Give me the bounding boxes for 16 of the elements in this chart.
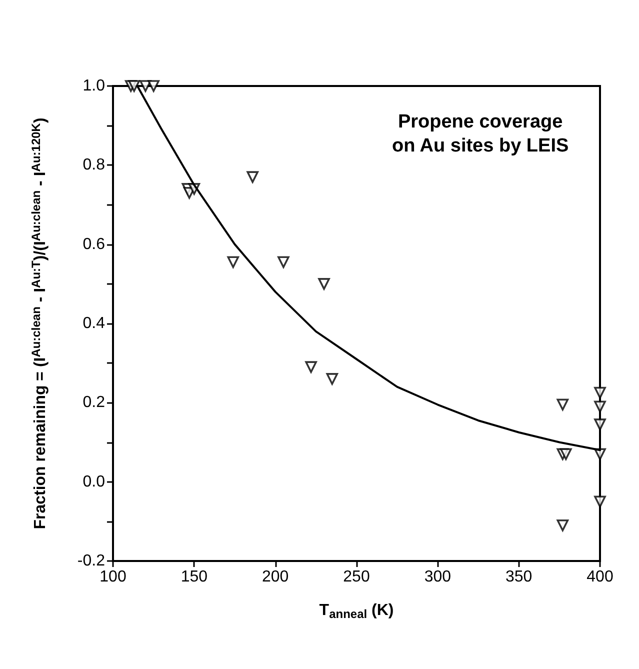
y-tick-label: 0.0 <box>82 473 106 490</box>
text: Fraction remaining = (IAu:clean - IAu:T)/(IAu:clean - IAu:120K) <box>29 118 50 530</box>
x-tick-label: 250 <box>343 568 370 586</box>
x-tick-label: 150 <box>180 568 208 586</box>
y-tick-label: 0.8 <box>82 156 106 174</box>
y-tick-label: -0.2 <box>77 552 106 570</box>
annotation: Propene coverage on Au sites by LEIS <box>392 112 569 156</box>
x-tick-label: 300 <box>424 568 452 586</box>
x-tick-label: 400 <box>586 568 614 586</box>
y-tick-label: 0.4 <box>82 315 106 332</box>
y-tick-label: 1.0 <box>82 78 106 94</box>
y-tick-label: 0.2 <box>82 394 106 412</box>
x-tick-label: 200 <box>262 568 289 586</box>
x-tick-label: 350 <box>505 568 532 586</box>
x-tick-label: 100 <box>100 568 126 586</box>
y-tick-label: 0.6 <box>82 236 106 253</box>
